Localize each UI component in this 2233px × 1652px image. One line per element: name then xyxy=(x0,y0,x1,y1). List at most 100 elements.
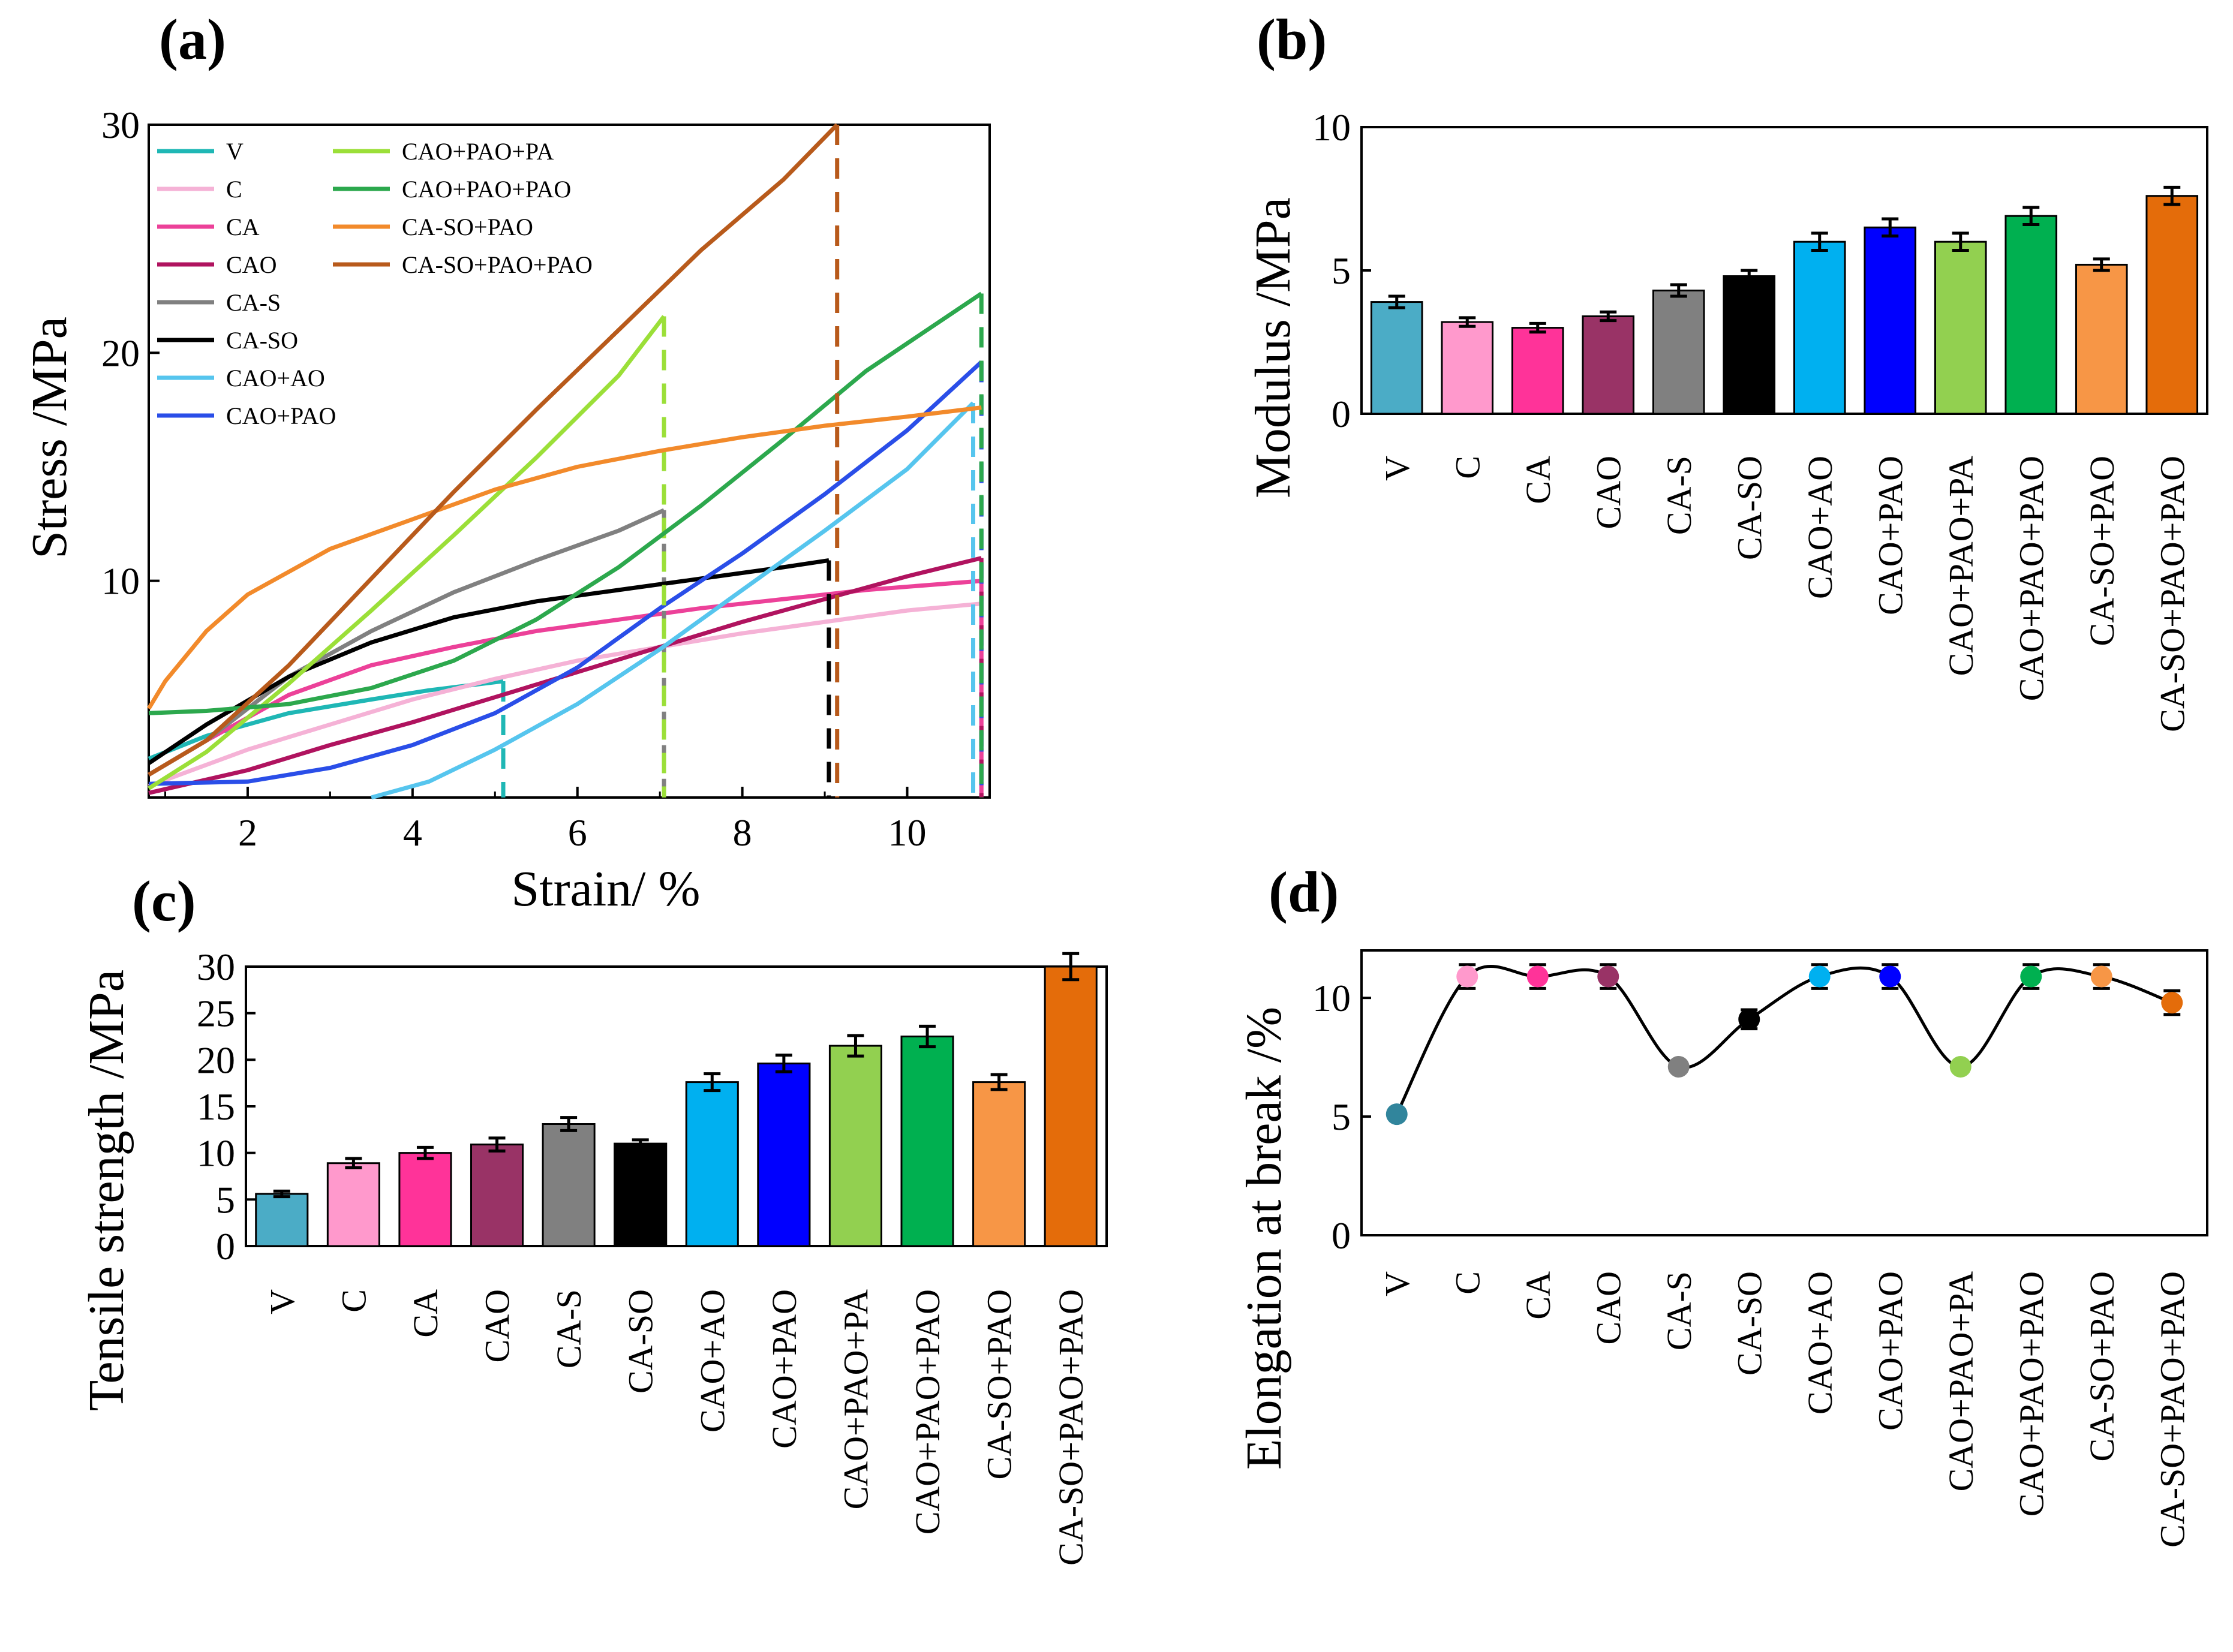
panel-c-y-tick-label: 20 xyxy=(197,1039,235,1081)
panel-d-plot-frame xyxy=(1360,949,2208,1236)
panel-a-y-axis-title: Stress /MPa xyxy=(22,317,77,559)
panel-d-point-ca-so-pao-pao xyxy=(2161,992,2183,1014)
panel-c-y-tick-label: 30 xyxy=(197,946,235,988)
panel-d-y-tick-label: 10 xyxy=(1312,977,1351,1019)
panel-c-bar-cao xyxy=(470,1144,524,1247)
panel-a-x-axis-title: Strain/ % xyxy=(512,861,701,917)
panel-b-category-label-cao-ao: CAO+AO xyxy=(1801,456,1840,599)
legend-label-v: V xyxy=(226,138,244,165)
panel-d-category-label-cao-ao: CAO+AO xyxy=(1801,1271,1840,1415)
panel-d-point-ca-so-pao xyxy=(2090,965,2112,988)
panel-c-category-label-ca-so-pao-pao: CA-SO+PAO+PAO xyxy=(1051,1289,1090,1566)
panel-b-y-tick-label: 10 xyxy=(1312,106,1351,149)
panel-b-category-label-ca-s: CA-S xyxy=(1660,456,1699,535)
panel-b-category-label-c: C xyxy=(1448,456,1487,479)
series-line-cao xyxy=(148,556,982,795)
legend-label-ca-so-pao: CA-SO+PAO xyxy=(402,213,533,240)
series-line-cao-ao xyxy=(371,401,975,800)
panel-c-bar-cao-pao xyxy=(757,1063,811,1247)
panel-b-category-label-cao-pao-pao: CAO+PAO+PAO xyxy=(2012,456,2051,701)
panel-c-y-axis-title: Tensile strength /MPa xyxy=(79,970,134,1411)
panel-a-legend: VC CA CAO CA-S CA-SO CAO+AO CAO+PAO CAO+PAO+PA C… xyxy=(157,138,593,429)
panel-d-y-tick-label: 0 xyxy=(1332,1214,1351,1257)
panel-d-category-label-ca-so-pao-pao: CA-SO+PAO+PAO xyxy=(2153,1271,2192,1548)
panel-c-bar-ca-so xyxy=(614,1142,668,1247)
panel-b-category-label-ca: CA xyxy=(1519,456,1558,504)
panel-a-x-tick-label: 8 xyxy=(733,811,752,854)
legend-label-cao-pao-pa: CAO+PAO+PA xyxy=(402,138,554,165)
panel-b-bar-ca-so-pao xyxy=(2075,263,2128,415)
legend-label-ca-so-pao-pao: CA-SO+PAO+PAO xyxy=(402,251,593,278)
panel-b-bar-cao-pao xyxy=(1864,226,1917,415)
legend-label-cao: CAO xyxy=(226,251,277,278)
panel-a-y-tick-label: 20 xyxy=(101,332,140,374)
panel-c-bar-c xyxy=(326,1162,380,1247)
series-line-cao-pao xyxy=(148,360,983,786)
panel-b-bar-cao-pao-pao xyxy=(2004,215,2058,415)
panel-b-category-label-cao-pao-pa: CAO+PAO+PA xyxy=(1942,456,1980,676)
panel-a-stress-strain: (a) Strain/ % Stress /MPa 2 4 6 8 10 10 20 30 V… xyxy=(22,7,991,917)
legend-label-ca-so: CA-SO xyxy=(226,327,298,354)
panel-a-x-tick-label: 2 xyxy=(238,811,257,854)
panel-c-y-tick-label: 15 xyxy=(197,1085,235,1128)
legend-label-c: C xyxy=(226,176,242,203)
panel-b-category-label-ca-so: CA-SO xyxy=(1730,456,1769,560)
panel-c-category-label-ca-so-pao: CA-SO+PAO xyxy=(980,1289,1019,1479)
panel-c-category-label-ca-s: CA-S xyxy=(549,1289,588,1368)
panel-c-bar-ca-so-pao xyxy=(972,1081,1026,1247)
panel-b-bar-ca xyxy=(1511,327,1564,415)
panel-d-y-axis-title: Elongation at break /% xyxy=(1236,1007,1292,1470)
legend-label-ca-s: CA-S xyxy=(226,289,281,316)
panel-c-bar-cao-pao-pa xyxy=(828,1045,883,1247)
panel-a-plot-area: 2 4 6 8 10 10 20 30 xyxy=(101,104,991,854)
panel-d-y-tick-label: 5 xyxy=(1332,1096,1351,1138)
legend-label-cao-pao: CAO+PAO xyxy=(226,402,336,429)
panel-c-category-label-c: C xyxy=(334,1289,373,1313)
panel-c-category-label-cao-pao-pao: CAO+PAO+PAO xyxy=(908,1289,947,1534)
panel-c-y-tick-label: 5 xyxy=(216,1178,235,1221)
panel-c-category-label-v: V xyxy=(263,1289,302,1314)
panel-c-bar-v xyxy=(255,1193,309,1247)
series-line-ca-so-pao-pao xyxy=(148,123,839,777)
panel-d-category-label-cao-pao: CAO+PAO xyxy=(1871,1271,1910,1431)
panel-a-x-tick-label: 6 xyxy=(568,811,587,854)
panel-a-y-tick-label: 30 xyxy=(101,104,140,146)
panel-a-plot-frame xyxy=(148,124,991,799)
panel-c-bar-cao-ao xyxy=(685,1081,739,1247)
panel-c-bar-cao-pao-pao xyxy=(900,1036,954,1247)
panel-a-label: (a) xyxy=(159,7,226,71)
panel-d-elongation: (d) Elongation at break /% 0 5 10 V C CA CAO CA… xyxy=(1236,860,2208,1548)
panel-c-category-label-cao-pao-pa: CAO+PAO+PA xyxy=(836,1289,875,1510)
panel-d-label: (d) xyxy=(1269,860,1339,924)
panel-c-category-label-cao-pao: CAO+PAO xyxy=(765,1289,804,1449)
series-line-c xyxy=(148,601,982,789)
panel-b-label: (b) xyxy=(1257,7,1327,71)
panel-d-category-label-ca: CA xyxy=(1519,1271,1558,1320)
panel-c-label: (c) xyxy=(132,869,196,933)
panel-d-point-cao-ao xyxy=(1808,965,1831,988)
panel-a-x-tick-label: 10 xyxy=(888,811,927,854)
panel-d-category-label-ca-so-pao: CA-SO+PAO xyxy=(2082,1271,2121,1461)
panel-a-x-tick-label: 4 xyxy=(403,811,422,854)
series-line-ca-so-pao xyxy=(147,405,982,710)
legend-label-cao-ao: CAO+AO xyxy=(226,365,325,392)
panel-d-point-c xyxy=(1456,965,1478,988)
panel-d-point-ca xyxy=(1526,965,1549,988)
panel-c-category-label-cao: CAO xyxy=(478,1289,517,1362)
series-line-cao-pao-pa xyxy=(148,315,666,790)
panel-b-bar-ca-so xyxy=(1723,275,1776,415)
panel-b-category-label-ca-so-pao-pao: CA-SO+PAO+PAO xyxy=(2153,456,2192,732)
panel-b-category-label-ca-so-pao: CA-SO+PAO xyxy=(2082,456,2121,646)
panel-b-bar-cao-ao xyxy=(1793,240,1846,415)
panel-d-category-label-v: V xyxy=(1378,1271,1417,1296)
panel-b-bar-cao xyxy=(1582,315,1635,415)
panel-b-bar-ca-s xyxy=(1652,289,1705,415)
panel-d-category-label-ca-so: CA-SO xyxy=(1730,1271,1769,1376)
panel-b-category-label-cao: CAO xyxy=(1589,456,1628,529)
panel-c-category-label-cao-ao: CAO+AO xyxy=(693,1289,732,1433)
panel-d-category-label-c: C xyxy=(1448,1271,1487,1295)
